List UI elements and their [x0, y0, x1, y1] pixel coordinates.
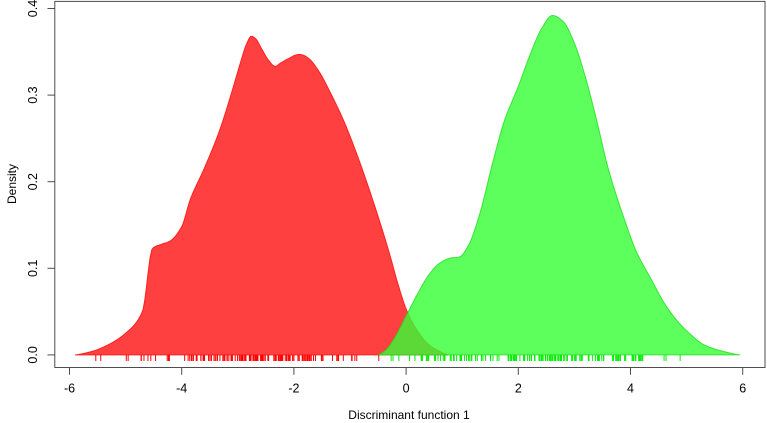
svg-text:0.4: 0.4 — [26, 0, 40, 17]
svg-text:Density: Density — [5, 164, 19, 204]
svg-text:0.0: 0.0 — [26, 346, 40, 363]
svg-text:0.3: 0.3 — [26, 86, 40, 103]
svg-text:-2: -2 — [288, 382, 299, 396]
svg-text:Discriminant function 1: Discriminant function 1 — [348, 408, 470, 422]
svg-text:6: 6 — [739, 382, 746, 396]
svg-text:-4: -4 — [176, 382, 187, 396]
svg-text:4: 4 — [627, 382, 634, 396]
svg-text:0.1: 0.1 — [26, 260, 40, 277]
svg-text:0: 0 — [403, 382, 410, 396]
svg-text:2: 2 — [515, 382, 522, 396]
svg-text:-6: -6 — [64, 382, 75, 396]
svg-text:0.2: 0.2 — [26, 173, 40, 190]
